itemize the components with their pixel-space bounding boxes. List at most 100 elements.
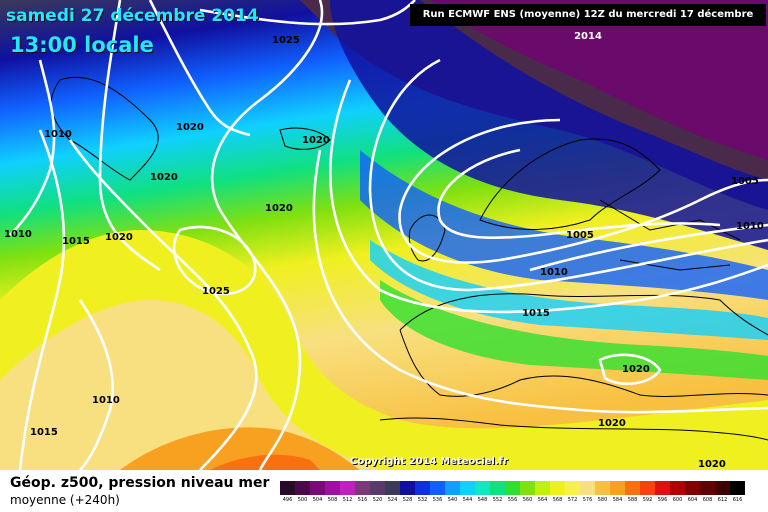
legend-value: 496 — [282, 497, 293, 503]
legend-value: 576 — [582, 497, 593, 503]
legend-value: 600 — [672, 497, 683, 503]
legend-value: 584 — [612, 497, 623, 503]
legend-value: 596 — [657, 497, 668, 503]
isobar-1020-atlantic — [210, 0, 324, 470]
isobar-1020-central — [68, 139, 258, 470]
legend-swatch: 496 — [280, 481, 295, 503]
legend-value: 604 — [687, 497, 698, 503]
model-run-info: Run ECMWF ENS (moyenne) 12Z du mercredi … — [410, 4, 766, 42]
legend-value: 500 — [297, 497, 308, 503]
isobar-1015-europe — [329, 79, 768, 314]
legend-swatch: 520 — [370, 481, 385, 503]
copyright-text: Copyright 2014 Meteociel.fr — [350, 456, 508, 467]
band-green — [380, 280, 768, 380]
legend-value: 504 — [312, 497, 323, 503]
legend-value: 524 — [387, 497, 398, 503]
scandinavia-coast — [479, 138, 661, 230]
isobar-label: 1005 — [566, 230, 594, 241]
isobar-label: 1015 — [522, 308, 550, 319]
legend-swatch: 556 — [505, 481, 520, 503]
legend-swatch: 516 — [355, 481, 370, 503]
isobar-1010-east — [529, 223, 768, 272]
legend-swatch: 512 — [340, 481, 355, 503]
isobar-1005-inner — [437, 148, 721, 240]
band-navy — [330, 0, 768, 250]
isobar-label: 1010 — [540, 267, 568, 278]
legend-swatch: 552 — [490, 481, 505, 503]
legend-value: 512 — [342, 497, 353, 503]
legend-swatch: 500 — [295, 481, 310, 503]
isobar-label: 1010 — [736, 221, 764, 232]
legend-value: 536 — [432, 497, 443, 503]
europe-coast — [399, 293, 768, 397]
legend-swatch: 528 — [400, 481, 415, 503]
color-legend: 496 500 504 508 512 516 520 524 528 532 536 540 544 5… — [280, 481, 745, 503]
isobar-1010-west — [9, 59, 56, 236]
legend-value: 588 — [627, 497, 638, 503]
isobars — [9, 0, 768, 470]
field-description: Géop. z500, pression niveau mer — [10, 475, 270, 491]
legend-value: 540 — [447, 497, 458, 503]
isobar-1025-high — [172, 225, 257, 296]
isobar-labels: 1025 1020 1010 1020 1020 1020 1010 1015 … — [4, 35, 764, 470]
isobar-label: 1010 — [4, 229, 32, 240]
isobar-label: 1020 — [265, 203, 293, 214]
legend-value: 556 — [507, 497, 518, 503]
isobar-1010-ring — [368, 58, 768, 292]
legend-value: 508 — [327, 497, 338, 503]
legend-value: 612 — [717, 497, 728, 503]
legend-value: 568 — [552, 497, 563, 503]
legend-swatch: 504 — [310, 481, 325, 503]
legend-value: 528 — [402, 497, 413, 503]
band-cyan — [370, 240, 768, 340]
trough-core — [430, 0, 768, 160]
isobar-1020-balkans — [598, 353, 662, 386]
legend-swatch: 596 — [655, 481, 670, 503]
forecast-range: moyenne (+240h) — [10, 493, 120, 507]
legend-swatch: 572 — [565, 481, 580, 503]
isobar-label: 1020 — [622, 364, 650, 375]
isobar-label: 1005 — [731, 176, 759, 187]
isobar-label: 1020 — [150, 172, 178, 183]
legend-swatch: 564 — [535, 481, 550, 503]
legend-value: 548 — [477, 497, 488, 503]
legend-value: 544 — [462, 497, 473, 503]
isobar-label: 1020 — [105, 232, 133, 243]
legend-swatch: 604 — [685, 481, 700, 503]
isobar-label: 1025 — [202, 286, 230, 297]
isobar-label: 1020 — [302, 135, 330, 146]
legend-value: 520 — [372, 497, 383, 503]
greenland-coast — [50, 76, 159, 181]
legend-value: 564 — [537, 497, 548, 503]
legend-swatch: 600 — [670, 481, 685, 503]
legend-swatch: 536 — [430, 481, 445, 503]
legend-value: 592 — [642, 497, 653, 503]
legend-swatch: 568 — [550, 481, 565, 503]
isobar-label: 1015 — [30, 427, 58, 438]
isobar-label: 1020 — [698, 459, 726, 470]
isobar-1020-med — [312, 149, 768, 414]
legend-value: 532 — [417, 497, 428, 503]
isobar-1025-north — [199, 0, 416, 26]
legend-swatch: 592 — [640, 481, 655, 503]
legend-value: 516 — [357, 497, 368, 503]
isobar-1015-left — [18, 129, 66, 470]
legend-swatch: 524 — [385, 481, 400, 503]
legend-swatch: 608 — [700, 481, 715, 503]
isobar-label: 1025 — [272, 35, 300, 46]
isobar-1005-loop — [398, 118, 768, 264]
forecast-map: 1025 1020 1010 1020 1020 1020 1010 1015 … — [0, 0, 768, 470]
isobar-label: 1020 — [176, 122, 204, 133]
africa-coast — [379, 417, 768, 441]
legend-value: 616 — [732, 497, 743, 503]
legend-swatch: 616 — [730, 481, 745, 503]
legend-swatch: 584 — [610, 481, 625, 503]
legend-swatch: 588 — [625, 481, 640, 503]
isobar-label: 1010 — [44, 129, 72, 140]
isobar-1010-mid — [78, 299, 114, 470]
legend-swatch: 548 — [475, 481, 490, 503]
band-blue — [360, 150, 768, 300]
legend-swatch: 580 — [595, 481, 610, 503]
isobar-label: 1020 — [598, 418, 626, 429]
